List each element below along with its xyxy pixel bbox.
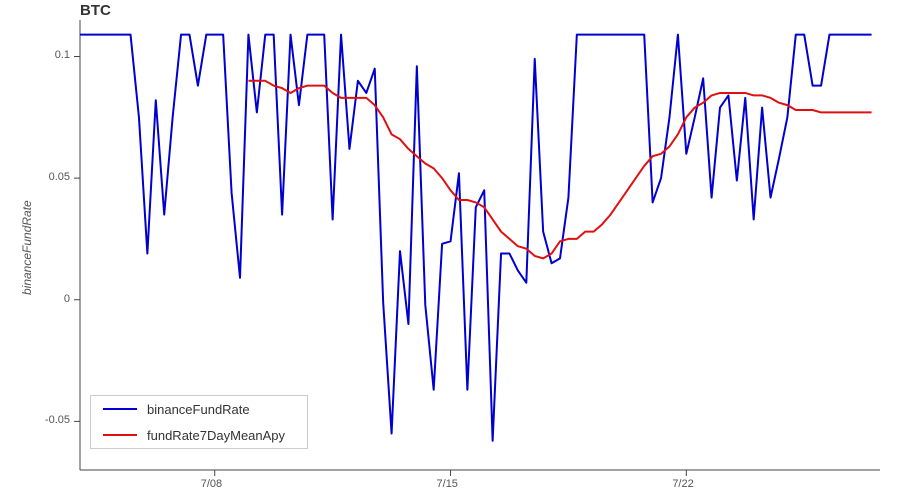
chart-container: BTC binanceFundRate binanceFundRate fund… — [0, 0, 900, 500]
y-tick-label: -0.05 — [45, 414, 70, 426]
legend-label: fundRate7DayMeanApy — [147, 428, 285, 443]
legend-swatch-icon — [103, 408, 137, 410]
legend-label: binanceFundRate — [147, 402, 250, 417]
legend-item: fundRate7DayMeanApy — [91, 422, 307, 448]
y-tick-label: 0.1 — [55, 49, 70, 61]
legend: binanceFundRate fundRate7DayMeanApy — [90, 395, 308, 449]
y-tick-label: 0 — [64, 293, 70, 305]
legend-swatch-icon — [103, 434, 137, 436]
x-tick-label: 7/08 — [201, 478, 222, 490]
x-tick-label: 7/22 — [672, 478, 693, 490]
x-tick-label: 7/15 — [437, 478, 458, 490]
y-tick-label: 0.05 — [49, 171, 70, 183]
legend-item: binanceFundRate — [91, 396, 307, 422]
